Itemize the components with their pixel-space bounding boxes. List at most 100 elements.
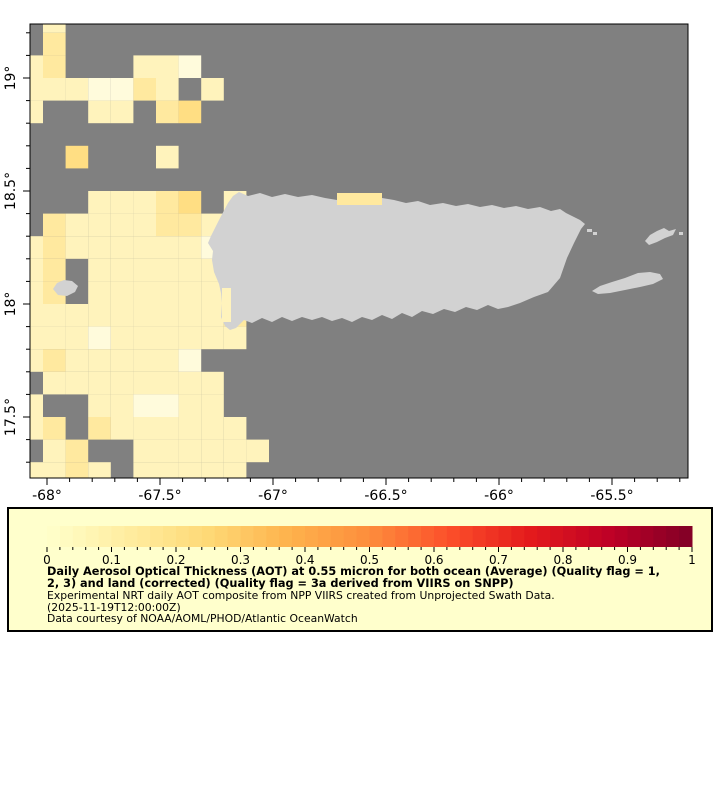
aot-grid-cell [30, 258, 43, 282]
aot-grid-cell [201, 281, 224, 304]
colorbar-segment [588, 526, 603, 547]
aot-grid-cell [30, 394, 43, 417]
aot-grid-cell [133, 394, 156, 417]
legend-box: 0 0.1 0.2 0.3 0.4 0.5 0.6 0.7 0.8 0.9 1 Daily Aero… [7, 507, 713, 632]
aot-grid-cell [133, 191, 156, 214]
aot-grid-cell [110, 236, 134, 259]
colorbar-segment [240, 526, 254, 547]
map-frame [29, 23, 689, 479]
aot-grid-cell [110, 191, 134, 214]
x-tick-label: -67.5° [138, 488, 181, 504]
colorbar-segment [369, 526, 383, 547]
aot-grid-cell [156, 394, 179, 417]
west-coast-cell [222, 288, 231, 322]
colorbar-segment [395, 526, 409, 547]
aot-grid-cell [43, 24, 66, 33]
colorbar-segment [330, 526, 345, 547]
colorbar-segment [524, 526, 538, 547]
y-tick-label: 18.5° [3, 172, 19, 210]
aot-grid-cell [178, 349, 202, 372]
aot-grid-cell [110, 78, 134, 101]
aot-grid-cell [30, 100, 43, 124]
aot-grid-cell [88, 417, 111, 440]
colorbar: 0 0.1 0.2 0.3 0.4 0.5 0.6 0.7 0.8 0.9 1 [43, 526, 696, 567]
cbar-tick-label: 0.9 [618, 553, 637, 567]
colorbar-segment [279, 526, 293, 547]
x-tick-label: -66.5° [364, 488, 407, 504]
colorbar-segment [124, 526, 138, 547]
colorbar-segment [111, 526, 125, 547]
colorbar-segment [317, 526, 332, 547]
aot-grid-cell [43, 213, 66, 237]
colorbar-segment [485, 526, 499, 547]
caption-title-line2: 2, 3) and land (corrected) (Quality flag… [47, 577, 514, 590]
aot-grid-cell [110, 213, 134, 237]
colorbar-segment [382, 526, 396, 547]
aot-grid-cell [65, 326, 89, 350]
aot-grid-cell [133, 304, 156, 327]
aot-grid-cell [156, 258, 179, 282]
islet [593, 232, 597, 235]
aot-grid-cell [110, 349, 134, 372]
aot-grid-cell [65, 236, 89, 259]
aot-grid-cell [133, 326, 156, 350]
aot-grid-cell [88, 236, 111, 259]
aot-grid-cell [65, 349, 89, 372]
aot-grid-cell [88, 326, 111, 350]
aot-grid-cell [133, 349, 156, 372]
aot-grid-cell [88, 258, 111, 282]
aot-grid-cell [65, 213, 89, 237]
aot-grid-cell [156, 100, 179, 124]
aot-grid-cell [201, 439, 224, 463]
cbar-tick-label: 0.6 [424, 553, 443, 567]
aot-grid-cell [178, 371, 202, 395]
colorbar-segment [343, 526, 358, 547]
aot-grid-cell [156, 213, 179, 237]
aot-grid-cell [156, 439, 179, 463]
aot-grid-cell [178, 394, 202, 417]
colorbar-segment [214, 526, 229, 547]
colorbar-segment [305, 526, 319, 547]
aot-grid-cell [43, 417, 66, 440]
aot-grid-cell [223, 417, 247, 440]
aot-grid-cell [201, 78, 224, 101]
island-vieques [592, 272, 663, 294]
map-content [30, 24, 683, 478]
aot-grid-cell [156, 191, 179, 214]
cbar-tick-label: 0.7 [489, 553, 508, 567]
aot-grid-cell [30, 349, 43, 372]
aot-grid-cell [201, 462, 224, 478]
aot-grid-cell [156, 236, 179, 259]
aot-grid-cell [178, 213, 202, 237]
aot-grid-cell [43, 439, 66, 463]
aot-grid-cell [65, 78, 89, 101]
aot-grid-cell [156, 326, 179, 350]
aot-grid-cell [201, 304, 224, 327]
aot-grid-cell [178, 462, 202, 478]
cbar-tick-label: 0 [43, 553, 51, 567]
aot-grid-cell [110, 100, 134, 124]
colorbar-segment [653, 526, 667, 547]
aot-grid-cell [88, 100, 111, 124]
colorbar-segment [640, 526, 654, 547]
colorbar-segment [679, 526, 693, 547]
cbar-tick-label: 0.5 [360, 553, 379, 567]
caption-line3: Experimental NRT daily AOT composite fro… [47, 589, 555, 602]
aot-grid-cell [223, 326, 247, 350]
aot-grid-cell [43, 371, 66, 395]
aot-grid-cell [178, 281, 202, 304]
colorbar-segment [72, 526, 87, 547]
aot-grid-cell [88, 78, 111, 101]
aot-grid-cell [133, 439, 156, 463]
y-tick-label: 19° [3, 66, 19, 91]
colorbar-segment [627, 526, 641, 547]
aot-grid-cell [43, 258, 66, 282]
aot-grid-cell [156, 304, 179, 327]
cbar-tick-label: 1 [688, 553, 696, 567]
aot-grid-cell [88, 213, 111, 237]
colorbar-segment [614, 526, 628, 547]
aot-grid-cell [156, 349, 179, 372]
aot-grid-cell [133, 371, 156, 395]
aot-grid-cell [133, 78, 156, 101]
aot-grid-cell [30, 326, 43, 350]
